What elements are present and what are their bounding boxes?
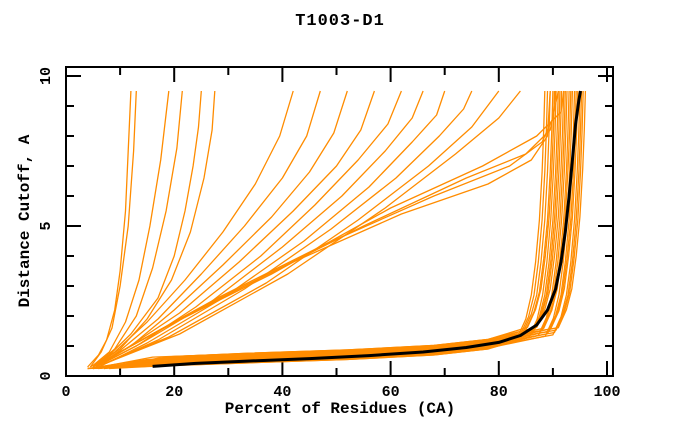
model-orange-15-curve [103, 90, 500, 365]
model-orange-06-curve [95, 90, 216, 367]
model-orange-12-curve [95, 90, 424, 368]
model-orange-03-curve [92, 90, 170, 367]
model-orange-02-curve [89, 90, 137, 368]
model-orange-11-curve [98, 90, 403, 367]
y-tick-label: 0 [38, 371, 55, 380]
x-tick-label: 0 [61, 384, 70, 401]
model-orange-29-curve [103, 90, 563, 370]
model-orange-09-curve [98, 90, 348, 367]
model-orange-21-curve [87, 90, 546, 370]
model-orange-10-curve [92, 90, 376, 368]
y-axis-label: Distance Cutoff, A [16, 134, 34, 308]
x-tick-label: 60 [382, 384, 400, 401]
model-orange-14-curve [100, 90, 473, 367]
model-orange-01-curve [87, 90, 132, 368]
x-tick-label: 80 [490, 384, 508, 401]
x-tick-label: 20 [165, 384, 183, 401]
model-orange-30-curve [109, 90, 565, 370]
model-orange-13-curve [98, 90, 446, 368]
model-orange-07-curve [92, 90, 294, 368]
x-tick-label: 100 [593, 384, 620, 401]
model-orange-41-curve [87, 90, 584, 370]
chart-title: T1003-D1 [295, 12, 385, 31]
model-orange-08-curve [95, 90, 321, 368]
model-orange-18-curve [100, 90, 559, 364]
model-orange-24-curve [103, 90, 554, 370]
model-orange-38-curve [98, 90, 579, 370]
y-tick-label: 10 [38, 67, 55, 85]
model-orange-25-curve [109, 90, 556, 370]
y-tick-label: 5 [38, 221, 55, 230]
x-tick-label: 40 [273, 384, 291, 401]
model-orange-27-curve [92, 90, 559, 370]
plot-frame [65, 66, 614, 377]
model-orange-16-curve [103, 90, 521, 365]
model-orange-42-curve [92, 90, 587, 370]
model-orange-05-curve [89, 90, 202, 368]
model-black-curve [152, 90, 582, 368]
x-axis-label: Percent of Residues (CA) [224, 400, 456, 418]
model-orange-17-curve [98, 90, 557, 365]
